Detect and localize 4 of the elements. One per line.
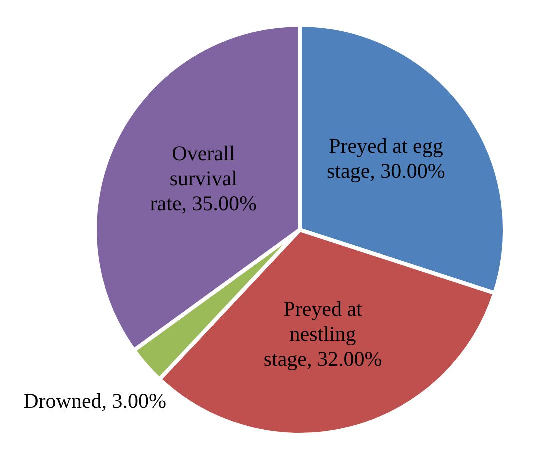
slice-label: Drowned, 3.00% [24, 389, 167, 414]
slice-label: Overall survival rate, 35.00% [150, 141, 258, 216]
slice-label: Preyed at nestling stage, 32.00% [264, 297, 382, 372]
slice-label: Preyed at egg stage, 30.00% [327, 134, 446, 184]
